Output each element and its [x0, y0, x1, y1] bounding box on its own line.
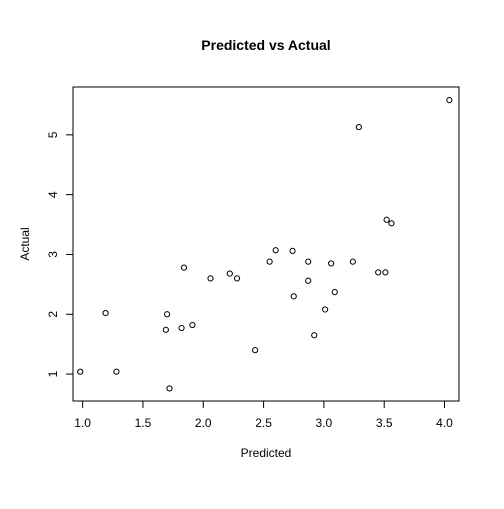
- x-tick-label: 3.0: [316, 416, 333, 430]
- data-point: [388, 220, 395, 227]
- data-point: [233, 275, 241, 282]
- data-point: [162, 326, 169, 333]
- x-tick-label: 2.5: [255, 416, 272, 430]
- data-point: [166, 385, 173, 392]
- plot-frame: [72, 86, 460, 402]
- data-point: [163, 311, 171, 318]
- data-point: [102, 309, 109, 317]
- data-point: [382, 269, 389, 276]
- x-tick-label: 4.0: [436, 416, 453, 430]
- data-point: [207, 275, 214, 282]
- data-point: [266, 258, 273, 265]
- y-tick-label: 3: [46, 251, 60, 258]
- y-tick-label: 1: [46, 370, 60, 377]
- data-point: [252, 347, 259, 354]
- x-tick-label: 1.5: [135, 416, 152, 430]
- data-point: [349, 258, 356, 265]
- data-point: [328, 260, 335, 267]
- y-tick-label: 2: [46, 311, 60, 318]
- data-point: [383, 216, 390, 223]
- data-point: [272, 247, 279, 254]
- x-tick-label: 2.0: [195, 416, 212, 430]
- data-point: [355, 123, 362, 131]
- data-point: [331, 289, 338, 296]
- data-point: [311, 332, 318, 339]
- data-point: [178, 324, 185, 332]
- x-axis-title: Predicted: [241, 446, 292, 460]
- data-point: [180, 264, 188, 271]
- data-point: [375, 269, 382, 276]
- x-tick-label: 3.5: [376, 416, 393, 430]
- y-axis-title: Actual: [18, 227, 32, 260]
- data-point: [290, 293, 297, 300]
- data-point: [189, 321, 196, 329]
- data-points: [77, 97, 453, 392]
- y-tick-label: 4: [46, 191, 60, 198]
- y-tick-label: 5: [46, 131, 60, 138]
- data-point: [305, 258, 312, 265]
- x-tick-label: 1.0: [74, 416, 91, 430]
- data-point: [322, 306, 329, 313]
- data-point: [113, 368, 120, 375]
- data-point: [305, 277, 312, 284]
- x-axis: 1.0 1.5 2.0 2.5 3.0 3.5 4.0: [74, 400, 453, 430]
- data-point: [446, 97, 453, 104]
- y-axis: 1 2 3 4 5: [46, 131, 74, 377]
- data-point: [289, 247, 296, 254]
- data-point: [77, 368, 84, 375]
- chart-title: Predicted vs Actual: [201, 37, 330, 53]
- data-point: [226, 270, 233, 277]
